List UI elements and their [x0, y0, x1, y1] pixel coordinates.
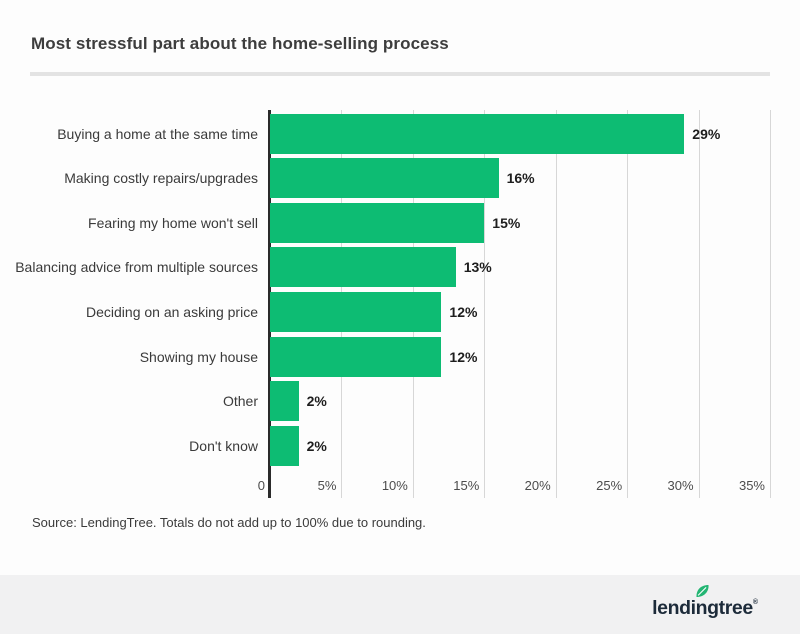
y-axis-line — [268, 110, 271, 498]
x-gridline — [627, 110, 629, 498]
registered-trademark: ® — [752, 599, 758, 606]
bar — [270, 336, 442, 377]
value-label: 13% — [463, 259, 492, 276]
category-label: Showing my house — [139, 348, 258, 365]
bar-row: Buying a home at the same time 29% — [0, 113, 800, 154]
category-label: Balancing advice from multiple sources — [15, 259, 258, 276]
x-tick-label: 0 — [257, 478, 265, 493]
x-gridline — [555, 110, 557, 498]
category-label: Don't know — [189, 437, 258, 454]
x-tick-label: 5% — [317, 478, 337, 493]
value-label: 29% — [692, 125, 721, 142]
bar — [270, 113, 685, 154]
leaf-icon — [696, 585, 709, 597]
bar-row: Other 2% — [0, 381, 800, 422]
title-divider — [30, 72, 770, 76]
x-tick-label: 10% — [381, 478, 408, 493]
bar-row: Showing my house 12% — [0, 336, 800, 377]
bar — [270, 381, 299, 422]
x-tick-label: 35% — [738, 478, 765, 493]
bar-row: Don't know 2% — [0, 425, 800, 466]
bar-chart: 0 5% 10% 15% 20% 25% 30% 35% Buying a home at th… — [0, 110, 800, 498]
x-tick-label: 30% — [667, 478, 694, 493]
value-label: 2% — [306, 393, 327, 410]
category-label: Fearing my home won't sell — [88, 214, 258, 231]
bar — [270, 158, 499, 199]
bar-row: Balancing advice from multiple sources 13… — [0, 247, 800, 288]
category-label: Making costly repairs/upgrades — [64, 170, 258, 187]
bar — [270, 425, 299, 466]
bar-row: Making costly repairs/upgrades 16% — [0, 158, 800, 199]
value-label: 15% — [492, 214, 521, 231]
bar-row: Fearing my home won't sell 15% — [0, 202, 800, 243]
value-label: 12% — [449, 303, 478, 320]
bar — [270, 247, 456, 288]
value-label: 2% — [306, 437, 327, 454]
source-note: Source: LendingTree. Totals do not add u… — [32, 515, 426, 530]
x-tick-label: 20% — [524, 478, 551, 493]
x-gridline — [698, 110, 700, 498]
x-gridline — [770, 110, 771, 498]
x-tick-label: 15% — [453, 478, 480, 493]
chart-title: Most stressful part about the home-selli… — [31, 34, 449, 53]
value-label: 12% — [449, 348, 478, 365]
category-label: Buying a home at the same time — [57, 125, 258, 142]
lendingtree-logo: lendingtree® — [652, 585, 758, 620]
bar — [270, 291, 442, 332]
value-label: 16% — [506, 170, 535, 187]
footer-bar: lendingtree® — [0, 575, 800, 634]
bar-row: Deciding on an asking price 12% — [0, 291, 800, 332]
category-label: Other — [222, 393, 258, 410]
category-label: Deciding on an asking price — [86, 303, 258, 320]
logo-wordmark: lendingtree — [652, 597, 753, 619]
bar — [270, 202, 485, 243]
x-tick-label: 25% — [596, 478, 623, 493]
x-gridline — [484, 110, 486, 498]
